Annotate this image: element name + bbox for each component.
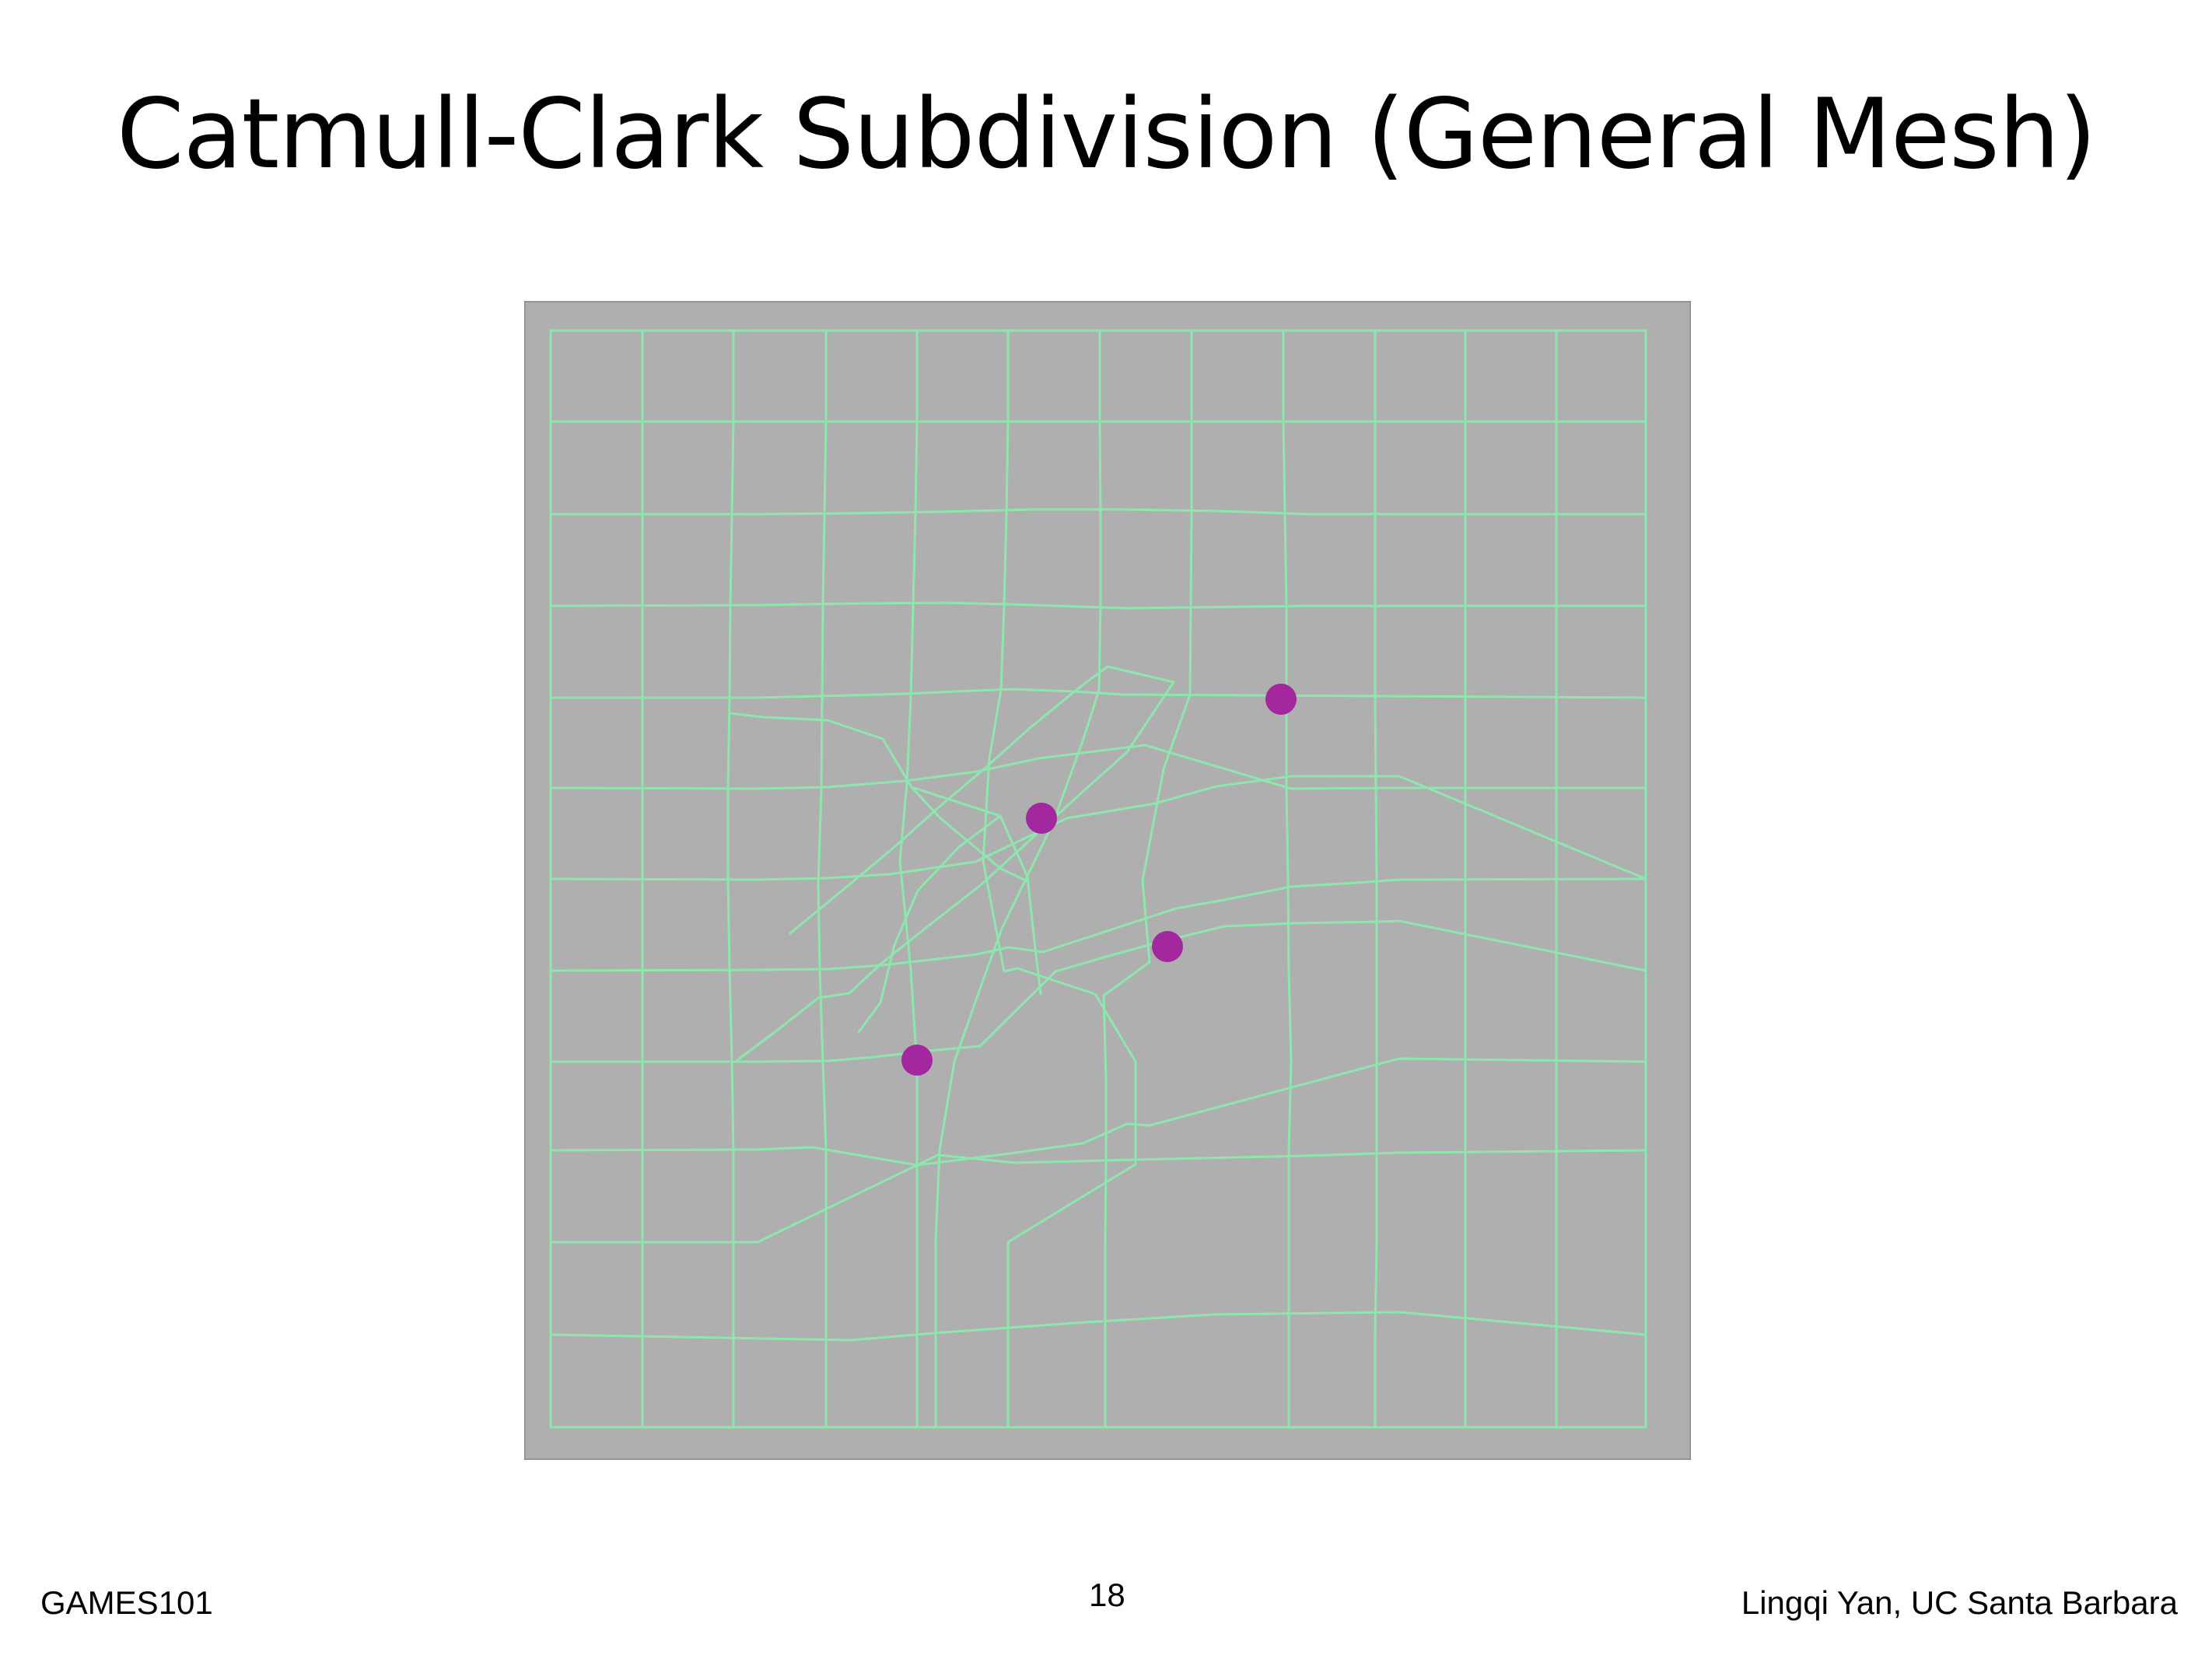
mesh-row-line	[549, 508, 1647, 516]
extraordinary-vertex	[901, 1045, 933, 1076]
mesh-row-line	[549, 1311, 1647, 1342]
extraordinary-vertices	[901, 684, 1297, 1076]
extraordinary-vertex	[1265, 684, 1297, 715]
author-credit: Lingqi Yan, UC Santa Barbara	[1741, 1584, 2178, 1621]
mesh-col-line	[726, 329, 735, 1429]
mesh-row-line	[549, 744, 1647, 790]
mesh-col-line	[1102, 329, 1193, 1429]
extraordinary-vertex	[1026, 803, 1057, 834]
mesh-row-line	[549, 877, 1647, 972]
page-number: 18	[1089, 1577, 1125, 1613]
mesh-inner-line	[910, 786, 1029, 883]
mesh-col-line	[817, 329, 828, 1429]
mesh-col-line	[898, 329, 919, 1429]
mesh-col-line	[982, 329, 1137, 1429]
extraordinary-vertex	[1152, 931, 1183, 962]
mesh-inner-line	[728, 712, 913, 789]
mesh-grid	[549, 329, 1647, 1429]
course-name: GAMES101	[40, 1584, 213, 1621]
mesh-row-line	[549, 775, 1647, 881]
mesh-canvas	[524, 301, 1691, 1460]
mesh-row-line	[549, 1057, 1647, 1167]
mesh-row-line	[549, 601, 1647, 610]
mesh-row-line	[549, 919, 1647, 1063]
mesh-inner-line	[910, 786, 1042, 996]
mesh-row-line	[549, 1149, 1647, 1244]
mesh-row-line	[549, 688, 1647, 699]
slide-title: Catmull-Clark Subdivision (General Mesh)	[117, 79, 2097, 191]
mesh-inner-line	[736, 992, 851, 1062]
mesh-inner-line	[848, 681, 1175, 995]
mesh-col-line	[1374, 329, 1378, 1429]
mesh-inner-line	[857, 814, 1002, 1034]
mesh-inner-line	[789, 665, 1175, 935]
subdivision-mesh-figure	[524, 301, 1691, 1460]
mesh-col-line	[1282, 329, 1293, 1429]
